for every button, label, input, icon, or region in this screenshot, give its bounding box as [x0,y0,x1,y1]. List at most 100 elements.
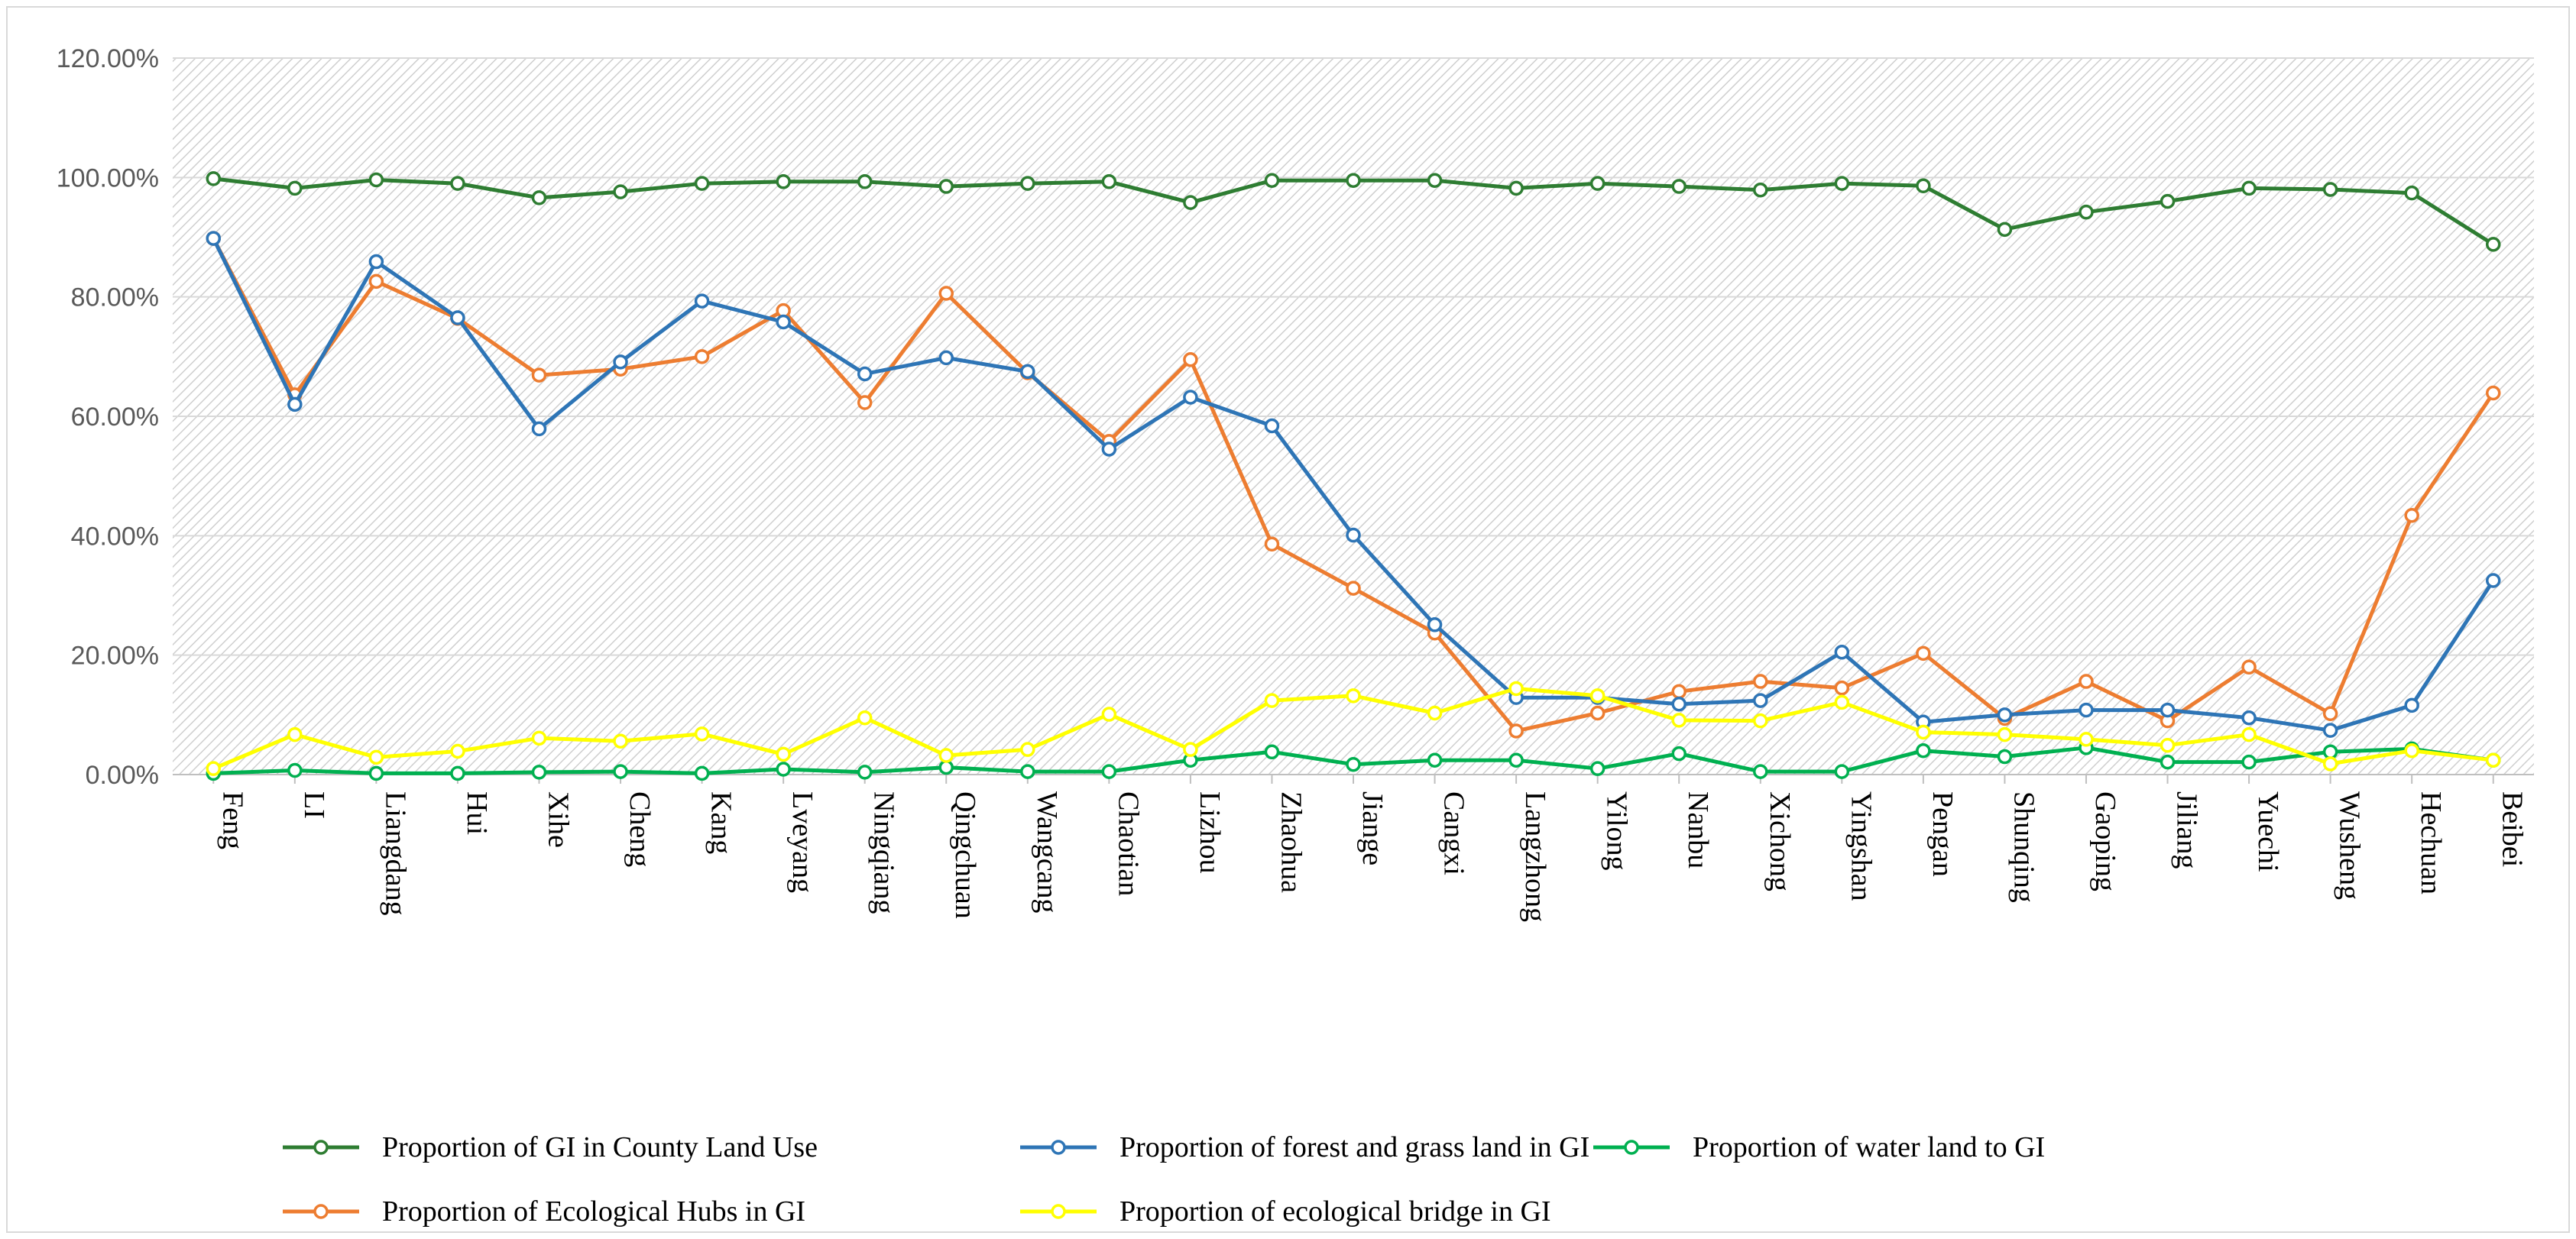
x-tick-label: Nanbu [1682,791,1714,869]
data-point [1427,705,1443,721]
x-tick-label: Yuechi [2252,791,2284,872]
data-point [450,765,465,781]
data-point [2079,204,2094,220]
x-tick-label: Beibei [2497,791,2529,867]
data-point [2160,754,2176,770]
data-point [857,765,873,780]
data-point [287,762,303,778]
data-point [694,726,710,742]
data-point [1834,764,1850,779]
y-tick-label: 40.00% [71,522,159,551]
data-point [613,184,628,199]
data-point [857,710,873,726]
data-point [1589,761,1606,776]
data-point [2322,756,2338,772]
x-tick-label: Zhaohua [1275,791,1307,893]
x-tick-label: Cheng [624,791,656,867]
data-point [1183,390,1198,405]
data-point [206,761,222,776]
legend: Proportion of GI in County Land Use Propo… [283,1131,2045,1228]
data-point [1834,694,1850,710]
data-point [1916,178,1931,194]
data-point [2160,737,2176,753]
data-point [2079,674,2094,689]
x-tick-label: Hechuan [2415,791,2447,894]
data-point [1020,176,1035,191]
data-point [938,350,954,366]
data-point [531,421,547,437]
data-point [1264,418,1280,434]
data-point [1427,617,1443,632]
data-point [1264,536,1280,552]
x-tick-label: Qingchuan [949,791,981,919]
data-point [1427,173,1443,188]
x-tick-label: Cangxi [1438,791,1470,875]
data-point [613,733,628,749]
series-0 [206,171,2501,252]
data-point [2160,702,2176,718]
x-tick-label: Yilong [1601,791,1633,870]
data-point [1346,688,1361,704]
data-point [1101,442,1117,457]
legend-item: Proportion of Ecological Hubs in GI [283,1195,805,1228]
data-point [1916,724,1931,740]
data-point [2404,508,2419,523]
data-point [1753,182,1768,198]
x-tick-label: Yingshan [1845,791,1877,901]
data-point [694,293,710,309]
legend-item: Proportion of GI in County Land Use [283,1131,818,1163]
data-point [531,190,547,205]
data-point [1020,742,1035,757]
data-point [368,765,384,781]
data-point [450,310,465,325]
y-tick-label: 60.00% [71,403,159,432]
data-point [2079,702,2094,718]
data-point [2485,752,2501,768]
data-point [776,762,791,777]
x-tick-label: Ningqiang [868,791,900,914]
legend-marker [1051,1140,1066,1155]
x-tick-label: Wusheng [2334,791,2366,900]
data-point [1671,697,1687,712]
legend-item: Proportion of forest and grass land in G… [1020,1131,1589,1163]
data-point [287,726,303,742]
data-point [1753,674,1768,689]
y-tick-label: 0.00% [86,761,159,790]
x-tick-label: Xihe [542,791,574,848]
data-point [1671,684,1687,700]
data-point [1020,764,1035,779]
data-point [857,395,873,410]
legend-label: Proportion of Ecological Hubs in GI [382,1195,805,1228]
x-tick-label: Jiange [1356,791,1388,865]
data-point [1753,693,1768,708]
legend-label: Proportion of forest and grass land in G… [1120,1131,1589,1163]
data-point [1264,173,1280,188]
data-point [1264,744,1280,760]
data-point [613,764,628,779]
data-point [2485,237,2501,252]
data-point [450,176,465,191]
data-point [368,749,384,765]
data-point [1346,581,1361,596]
data-point [1753,713,1768,729]
data-point [2322,182,2338,197]
legend-label: Proportion of GI in County Land Use [382,1131,818,1163]
y-axis: 0.00% 20.00% 40.00% 60.00% 80.00% 100.00% 120.… [57,44,159,790]
data-point [1589,688,1606,704]
x-tick-label: Pengan [1926,791,1959,877]
y-tick-label: 80.00% [71,283,159,312]
data-point [1346,756,1361,772]
legend-label: Proportion of ecological bridge in GI [1120,1195,1551,1228]
data-point [2322,706,2338,722]
data-point [2160,193,2176,209]
data-point [2241,726,2257,742]
data-point [938,748,954,763]
data-point [368,254,384,270]
x-axis: Feng LI Liangdang Hui Xihe Cheng Kang Lveyang Ni… [212,775,2529,922]
data-point [1671,713,1687,728]
data-point [1020,364,1035,380]
legend-marker [313,1204,329,1219]
data-point [1183,742,1198,757]
data-point [2241,659,2257,675]
